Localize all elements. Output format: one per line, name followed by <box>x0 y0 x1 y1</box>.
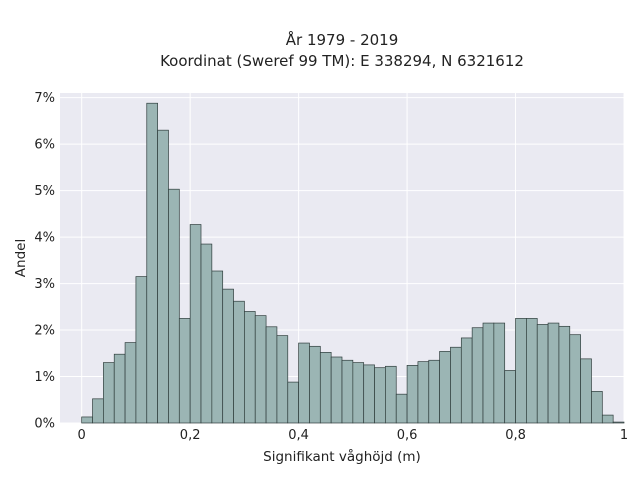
histogram-bar <box>406 365 419 424</box>
histogram-bar <box>265 326 278 424</box>
x-tick-label: 0 <box>78 428 86 443</box>
histogram-bar <box>244 311 256 424</box>
histogram-bar <box>341 359 354 424</box>
histogram-bar <box>157 129 169 424</box>
histogram-bar <box>352 362 365 424</box>
histogram-bar <box>178 318 191 424</box>
y-tick-label: 6% <box>34 138 55 153</box>
histogram-bar <box>395 393 408 424</box>
histogram-bar <box>254 315 267 424</box>
histogram-bar <box>612 421 625 424</box>
y-tick-label: 7% <box>34 91 55 106</box>
histogram-bar <box>200 243 213 424</box>
histogram-bar <box>471 327 484 424</box>
histogram-bar <box>135 276 148 424</box>
y-tick-label: 2% <box>34 324 55 339</box>
histogram-bars <box>81 102 625 424</box>
histogram-bar <box>319 352 332 424</box>
x-axis-ticks: 0 0,2 0,4 0,6 0,8 1 <box>78 428 629 443</box>
histogram-bar <box>460 337 473 424</box>
y-tick-label: 5% <box>34 184 55 199</box>
histogram-bar <box>601 414 614 424</box>
histogram-bar <box>482 322 495 424</box>
y-tick-label: 3% <box>34 277 55 292</box>
histogram-bar <box>363 364 375 424</box>
histogram-bar <box>81 416 93 424</box>
histogram-bar <box>536 324 549 424</box>
histogram-bar <box>591 391 603 424</box>
histogram-bar <box>189 224 202 424</box>
histogram-bar <box>124 342 137 424</box>
histogram-bar <box>113 353 126 424</box>
x-axis-label: Signifikant våghöjd (m) <box>263 448 421 465</box>
histogram-bar <box>504 370 516 424</box>
y-axis-label: Andel <box>13 239 29 277</box>
histogram-bar <box>417 361 430 424</box>
histogram-bar <box>580 358 592 424</box>
histogram-bar <box>287 381 299 424</box>
histogram-bar <box>450 346 462 424</box>
histogram-bar <box>103 362 115 424</box>
x-tick-label: 1 <box>620 428 628 443</box>
y-axis-ticks: 0% 1% 2% 3% 4% 5% 6% 7% <box>34 91 55 431</box>
y-tick-label: 4% <box>34 231 55 246</box>
histogram-bar <box>298 342 310 424</box>
histogram-bar <box>515 318 527 424</box>
x-tick-label: 0,8 <box>505 428 526 443</box>
x-tick-label: 0,2 <box>180 428 201 443</box>
y-tick-label: 0% <box>34 417 55 432</box>
histogram-bar <box>558 325 571 424</box>
histogram-bar <box>168 188 180 424</box>
histogram-bar <box>211 270 224 424</box>
histogram-bar <box>526 318 538 424</box>
histogram-bar <box>222 288 234 424</box>
histogram-bar <box>309 345 321 424</box>
histogram-bar <box>428 359 440 424</box>
x-tick-label: 0,4 <box>288 428 309 443</box>
histogram-bar <box>276 335 289 424</box>
chart-title: År 1979 - 2019 <box>286 30 399 49</box>
histogram-bar <box>92 398 104 424</box>
x-tick-label: 0,6 <box>397 428 418 443</box>
histogram-bar <box>493 322 506 424</box>
histogram-bar <box>385 365 397 424</box>
histogram-bar <box>439 351 451 424</box>
histogram-bar <box>233 300 245 424</box>
chart-subtitle: Koordinat (Sweref 99 TM): E 338294, N 63… <box>160 52 524 70</box>
histogram-bar <box>374 367 386 424</box>
y-tick-label: 1% <box>34 370 55 385</box>
histogram-bar <box>569 334 581 424</box>
histogram-bar <box>146 102 158 424</box>
histogram-bar <box>547 322 560 424</box>
histogram-bar <box>330 356 343 424</box>
